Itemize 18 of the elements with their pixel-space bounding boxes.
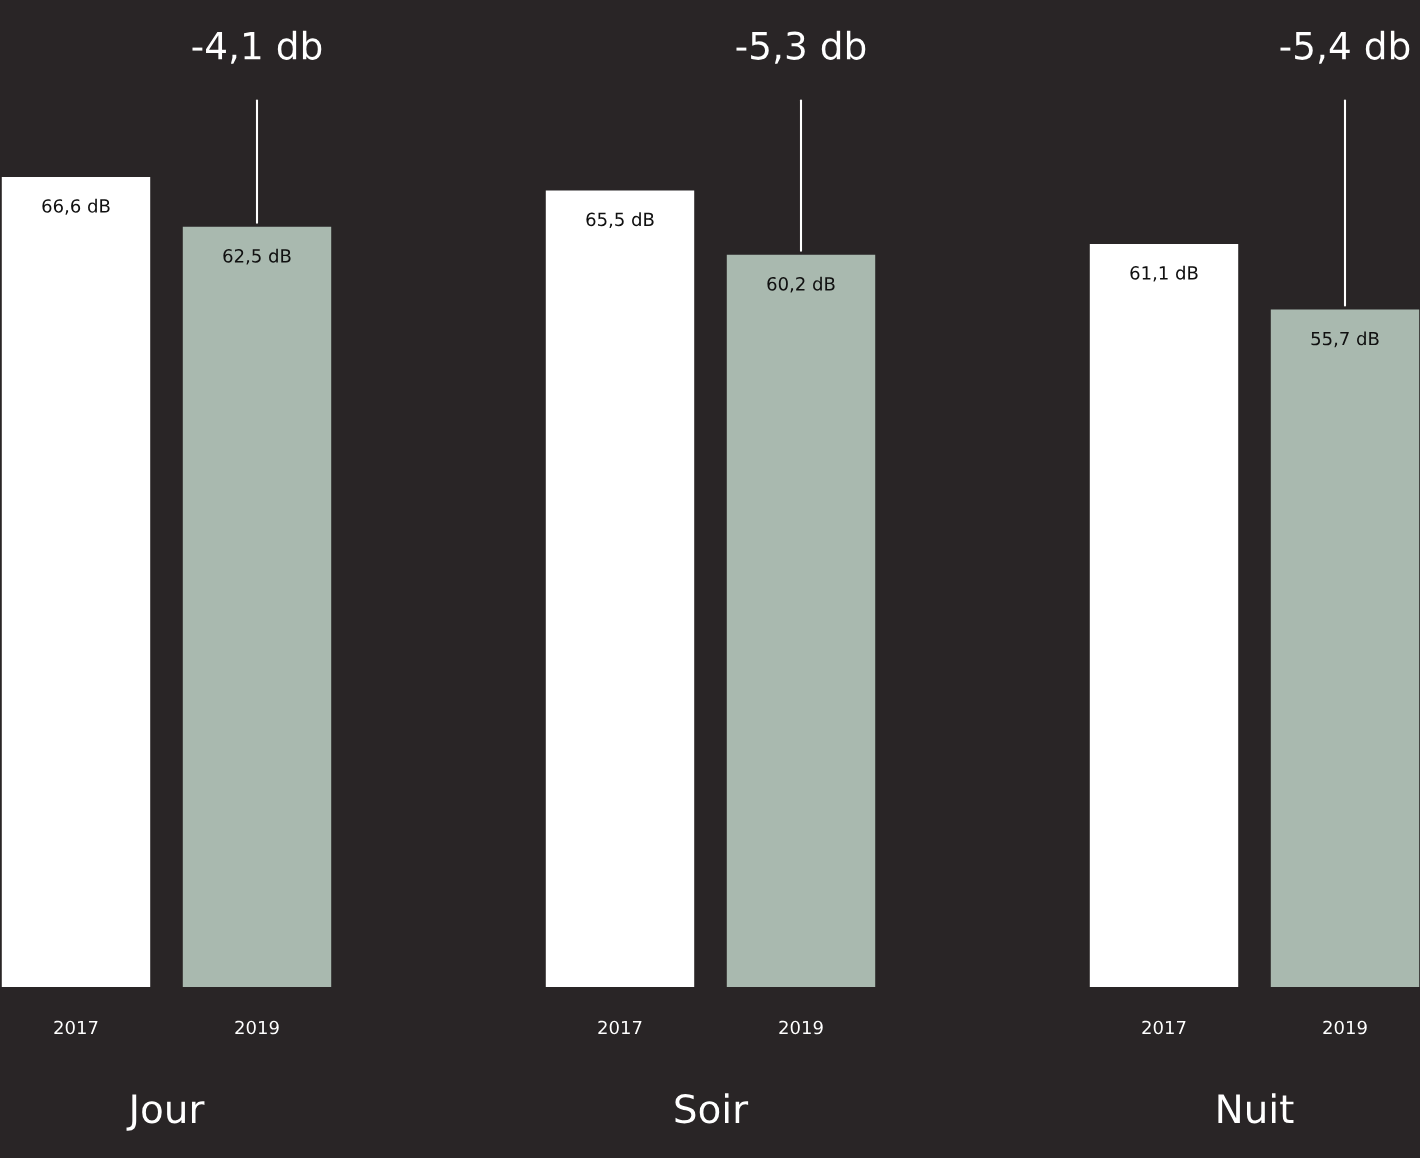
data-label: 62,5 dB (223, 248, 291, 265)
x-tick-label: 2017 (54, 1020, 98, 1035)
annotation: -5,4 db (1280, 30, 1410, 64)
data-label: 61,1 dB (1130, 265, 1198, 282)
x-axis-title: Jour (126, 1094, 205, 1131)
data-label: 55,7 dB (1311, 331, 1379, 348)
x-tick-label: 2017 (598, 1020, 642, 1035)
x-tick-label: 2019 (779, 1020, 823, 1035)
data-label: 60,2 dB (767, 276, 835, 293)
x-tick-label: 2017 (1142, 1020, 1186, 1035)
x-axis-title: Soir (675, 1093, 749, 1124)
x-tick-label: 2019 (235, 1020, 279, 1035)
annotation: -4,1 db (192, 30, 322, 64)
x-axis-title: Nuit (1218, 1093, 1294, 1124)
data-label: 66,6 dB (42, 198, 110, 215)
x-tick-label: 2019 (1323, 1020, 1367, 1035)
annotation: -5,3 db (736, 30, 866, 64)
data-label: 65,5 dB (586, 212, 654, 229)
